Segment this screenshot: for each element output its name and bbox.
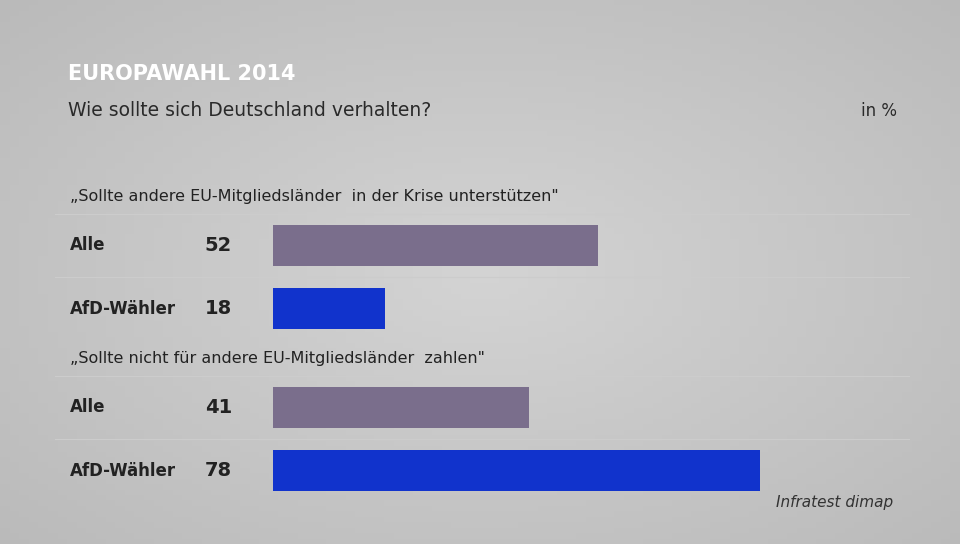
Text: in %: in % [861,102,898,120]
Text: AfD-Wähler: AfD-Wähler [70,461,177,479]
FancyBboxPatch shape [273,450,760,491]
Text: Alle: Alle [70,237,106,255]
Text: 18: 18 [204,299,232,318]
Text: „Sollte nicht für andere EU-Mitgliedsländer  zahlen": „Sollte nicht für andere EU-Mitgliedslän… [70,350,485,366]
Text: EUROPAWAHL 2014: EUROPAWAHL 2014 [68,64,296,84]
Text: „Sollte andere EU-Mitgliedsländer  in der Krise unterstützen": „Sollte andere EU-Mitgliedsländer in der… [70,189,559,203]
FancyBboxPatch shape [273,288,385,329]
Text: Alle: Alle [70,399,106,417]
FancyBboxPatch shape [273,387,529,428]
Text: 52: 52 [204,236,232,255]
Text: AfD-Wähler: AfD-Wähler [70,300,177,318]
FancyBboxPatch shape [273,225,597,266]
Text: Infratest dimap: Infratest dimap [776,494,893,510]
Text: 78: 78 [204,461,231,480]
Text: 41: 41 [204,398,232,417]
Text: Wie sollte sich Deutschland verhalten?: Wie sollte sich Deutschland verhalten? [68,101,431,120]
